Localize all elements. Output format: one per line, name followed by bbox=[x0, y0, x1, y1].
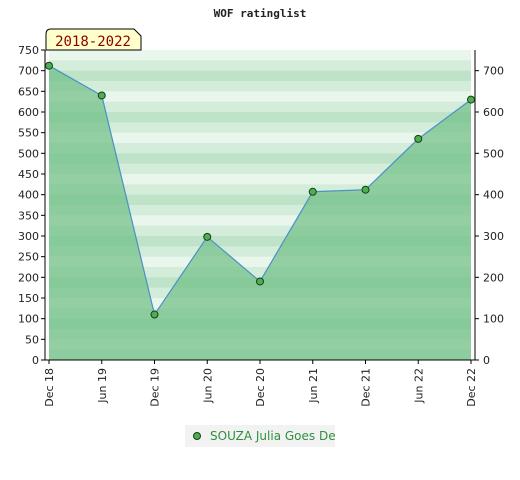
y-axis-left-labels: 0 50 100 150 200 250 300 350 400 450 500 550 600 650 7… bbox=[18, 44, 39, 367]
data-point bbox=[97, 91, 106, 100]
rating-area bbox=[49, 65, 471, 360]
y-left-tick-label: 250 bbox=[18, 251, 39, 264]
y-left-tick-label: 300 bbox=[18, 230, 39, 243]
data-point bbox=[308, 187, 317, 196]
background-band bbox=[49, 256, 471, 268]
y-left-tick-label: 700 bbox=[18, 65, 39, 78]
y-left-tick-label: 550 bbox=[18, 127, 39, 140]
period-badge: 2018-2022 bbox=[45, 28, 142, 51]
axes bbox=[41, 49, 479, 364]
y-left-tick-label: 50 bbox=[25, 333, 39, 346]
legend-box bbox=[185, 425, 335, 447]
data-point bbox=[256, 277, 264, 286]
x-tick-label: Jun 21 bbox=[307, 368, 320, 404]
data-point bbox=[150, 310, 159, 319]
x-tick-label: Jun 20 bbox=[201, 368, 214, 404]
y-right-tick-label: 600 bbox=[483, 106, 504, 119]
y-left-tick-label: 400 bbox=[18, 189, 39, 202]
y-left-tick-label: 0 bbox=[32, 354, 39, 367]
background-band bbox=[49, 81, 471, 92]
y-right-tick-label: 300 bbox=[483, 230, 504, 243]
y-left-tick-label: 500 bbox=[18, 147, 39, 160]
x-tick-label: Jun 19 bbox=[96, 368, 109, 404]
background-band bbox=[49, 60, 471, 71]
x-tick-label: Dec 22 bbox=[465, 368, 478, 407]
background-band bbox=[49, 225, 471, 237]
background-band bbox=[49, 91, 471, 102]
background-band bbox=[49, 153, 471, 164]
data-points bbox=[45, 61, 475, 319]
background-band bbox=[49, 101, 471, 113]
data-point bbox=[414, 134, 423, 143]
background-band bbox=[49, 184, 471, 195]
y-right-tick-label: 200 bbox=[483, 271, 504, 284]
x-tick-label: Dec 20 bbox=[254, 368, 267, 407]
data-point bbox=[361, 185, 370, 194]
background-band bbox=[49, 143, 471, 154]
y-left-tick-label: 100 bbox=[18, 313, 39, 326]
background-band bbox=[49, 194, 471, 206]
background-band bbox=[49, 236, 471, 247]
x-axis-labels: Dec 18 Jun 19 Dec 19 Jun 20 Dec 20 Jun 21 Dec … bbox=[43, 368, 478, 407]
period-badge-background bbox=[45, 28, 142, 51]
background-band bbox=[49, 174, 471, 185]
x-tick-label: Dec 21 bbox=[360, 368, 373, 407]
background-band bbox=[49, 267, 471, 278]
background-band bbox=[49, 246, 471, 257]
y-left-tick-label: 750 bbox=[18, 44, 39, 57]
legend: SOUZA Julia Goes De bbox=[185, 425, 336, 447]
background-band bbox=[49, 70, 471, 82]
y-left-tick-label: 650 bbox=[18, 85, 39, 98]
x-tick-label: Jun 22 bbox=[412, 368, 425, 404]
background-band bbox=[49, 122, 471, 133]
y-right-tick-label: 0 bbox=[483, 354, 490, 367]
y-left-tick-label: 600 bbox=[18, 106, 39, 119]
chart-title: WOF ratinglist bbox=[214, 7, 307, 20]
legend-marker bbox=[193, 432, 201, 440]
y-left-tick-label: 350 bbox=[18, 209, 39, 222]
period-badge-label: 2018-2022 bbox=[55, 34, 131, 50]
data-point bbox=[203, 232, 212, 241]
y-left-tick-label: 200 bbox=[18, 271, 39, 284]
background-band bbox=[49, 50, 471, 61]
y-left-tick-label: 150 bbox=[18, 292, 39, 305]
background-band bbox=[49, 112, 471, 123]
y-left-tick-label: 450 bbox=[18, 168, 39, 181]
x-tick-label: Dec 18 bbox=[43, 368, 56, 407]
background-band bbox=[49, 163, 471, 175]
y-axis-right-labels: 0 100 200 300 400 500 600 700 bbox=[483, 65, 504, 367]
y-right-tick-label: 100 bbox=[483, 313, 504, 326]
x-tick-label: Dec 19 bbox=[149, 368, 162, 407]
y-right-tick-label: 500 bbox=[483, 147, 504, 160]
y-right-tick-label: 400 bbox=[483, 189, 504, 202]
data-point bbox=[467, 95, 475, 104]
y-right-tick-label: 700 bbox=[483, 65, 504, 78]
background-band bbox=[49, 132, 471, 144]
background-band bbox=[49, 215, 471, 226]
data-point bbox=[45, 61, 53, 70]
background-band bbox=[49, 205, 471, 216]
legend-series-name: SOUZA Julia Goes De bbox=[210, 429, 336, 443]
